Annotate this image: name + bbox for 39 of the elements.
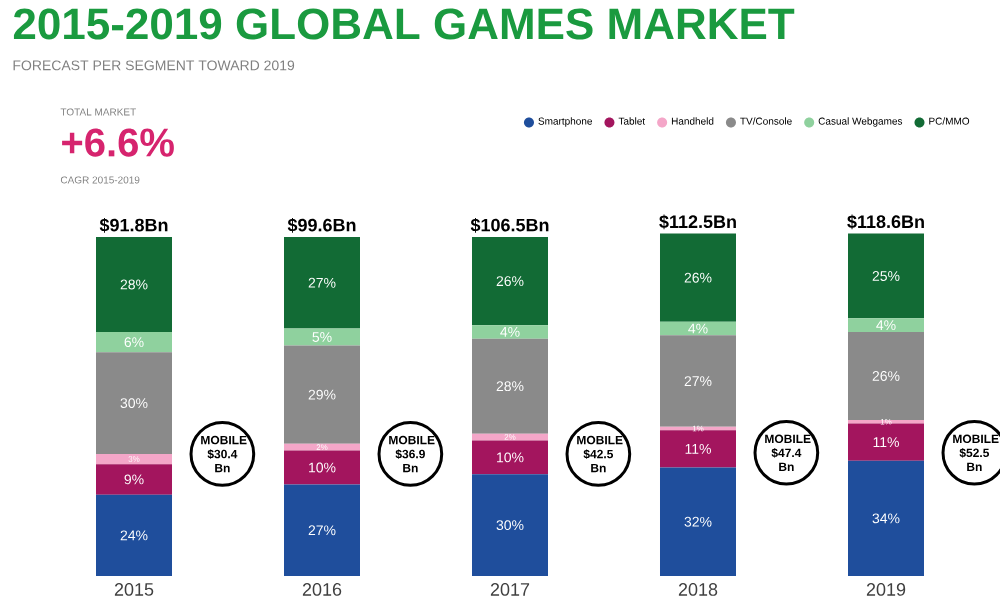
bar <box>472 440 548 475</box>
annotation: $99.6Bn <box>287 217 356 233</box>
bar <box>848 331 924 421</box>
bar <box>96 352 172 454</box>
bar <box>848 423 924 461</box>
bar <box>472 325 548 339</box>
bar <box>284 237 360 329</box>
x-tick-label: 2016 <box>302 583 342 596</box>
bar <box>848 460 924 576</box>
bar <box>660 233 736 322</box>
x-tick-label: 2019 <box>866 583 906 596</box>
x-tick-label: 2015 <box>114 583 154 596</box>
chart-title: 2015-2019 GLOBAL GAMES MARKET <box>13 8 795 40</box>
bar <box>284 328 360 346</box>
x-tick-label: 2018 <box>678 583 718 596</box>
bar <box>284 443 360 451</box>
bar <box>472 474 548 576</box>
bar <box>96 464 172 495</box>
bar <box>284 484 360 576</box>
bar <box>848 318 924 332</box>
bar <box>96 237 172 332</box>
annotation: $91.8Bn <box>99 217 168 233</box>
bar <box>660 430 736 468</box>
bar <box>284 345 360 444</box>
annotation: $106.5Bn <box>470 217 549 233</box>
bar <box>472 338 548 434</box>
annotation: $118.6Bn <box>847 214 924 230</box>
bar <box>848 233 924 319</box>
bar <box>660 321 736 336</box>
bar <box>660 467 736 576</box>
bar <box>660 335 736 427</box>
bar <box>284 450 360 485</box>
bar <box>96 494 172 576</box>
annotation: $112.5Bn <box>659 214 736 230</box>
text: +6.6% <box>62 128 174 157</box>
bar <box>96 453 172 465</box>
bar <box>96 331 172 353</box>
x-tick-label: 2017 <box>490 583 530 596</box>
bar <box>472 237 548 326</box>
